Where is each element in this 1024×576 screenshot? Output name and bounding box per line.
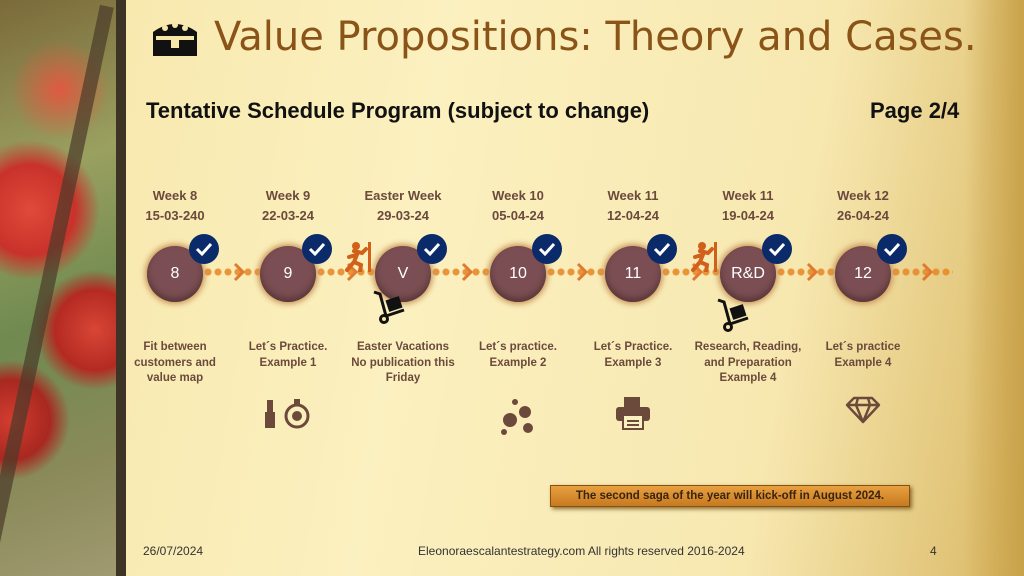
title-text: Value Propositions: Theory and Cases. [214, 14, 977, 60]
week-label: Week 10 [492, 188, 544, 203]
arrow-icon [921, 262, 934, 282]
check-icon [762, 234, 792, 264]
arrow-icon [461, 262, 474, 282]
treasure-chest-icon [153, 22, 197, 56]
week-description: Let´s practice Example 4 [825, 341, 901, 369]
apple-painting-image [0, 0, 116, 576]
week-date: 22-03-24 [261, 208, 315, 223]
hand-truck-icon [372, 290, 406, 326]
printer-icon [578, 396, 688, 430]
dotted-connector [431, 266, 493, 278]
check-icon [532, 234, 562, 264]
announcement-banner: The second saga of the year will kick-of… [550, 485, 910, 507]
week-label: Week 12 [837, 188, 889, 203]
subtitle: Tentative Schedule Program (subject to c… [146, 98, 650, 123]
week-date: 15-03-240 [145, 208, 205, 223]
week-description: Let´s Practice. Example 3 [593, 341, 673, 369]
dotted-connector [203, 266, 265, 278]
arrow-icon [806, 262, 819, 282]
bubbles-icon [463, 396, 573, 435]
dotted-connector [316, 266, 378, 278]
check-icon [877, 234, 907, 264]
dotted-connector [776, 266, 838, 278]
slide-number: 4 [930, 544, 937, 558]
week-description: Let´s Practice. Example 1 [248, 341, 328, 369]
runner-icon [690, 242, 718, 274]
check-icon [189, 234, 219, 264]
week-header: Week 9 22-03-24 [233, 186, 343, 226]
week-date: 12-04-24 [606, 208, 660, 223]
dotted-connector [891, 266, 953, 278]
week-label: Week 11 [722, 188, 774, 203]
arrow-icon [576, 262, 589, 282]
week-header: Week 8 15-03-240 [120, 186, 230, 226]
footer-copyright: Eleonoraescalantestrategy.com All rights… [418, 544, 745, 558]
week-description: Fit between customers and value map [134, 341, 216, 384]
week-header: Easter Week 29-03-24 [348, 186, 458, 226]
week-header: Week 10 05-04-24 [463, 186, 573, 226]
week-header: Week 12 26-04-24 [808, 186, 918, 226]
runner-icon [344, 242, 372, 274]
week-label: Easter Week [364, 188, 442, 203]
diamond-icon [808, 396, 918, 430]
week-header: Week 11 12-04-24 [578, 186, 688, 226]
slide-title: Value Propositions: Theory and Cases. [150, 14, 977, 60]
decorative-edge [964, 0, 1024, 576]
page-indicator: Page 2/4 [870, 98, 960, 123]
week-label: Week 8 [152, 188, 198, 203]
week-header: Week 11 19-04-24 [693, 186, 803, 226]
lipstick-perfume-icon [233, 396, 343, 430]
arrow-icon [233, 262, 246, 282]
week-label: Week 9 [265, 188, 311, 203]
footer-date: 26/07/2024 [143, 544, 204, 558]
check-icon [417, 234, 447, 264]
week-description: Easter Vacations No publication this Fri… [351, 341, 455, 384]
dotted-connector [546, 266, 608, 278]
week-date: 05-04-24 [491, 208, 545, 223]
hand-truck-icon [716, 298, 750, 334]
check-icon [302, 234, 332, 264]
frame-border [116, 0, 126, 576]
week-date: 26-04-24 [836, 208, 890, 223]
week-description: Research, Reading, and Preparation Examp… [694, 341, 802, 384]
week-label: Week 11 [607, 188, 659, 203]
week-date: 19-04-24 [721, 208, 775, 223]
week-description: Let´s practice. Example 2 [479, 341, 557, 369]
check-icon [647, 234, 677, 264]
week-date: 29-03-24 [376, 208, 430, 223]
